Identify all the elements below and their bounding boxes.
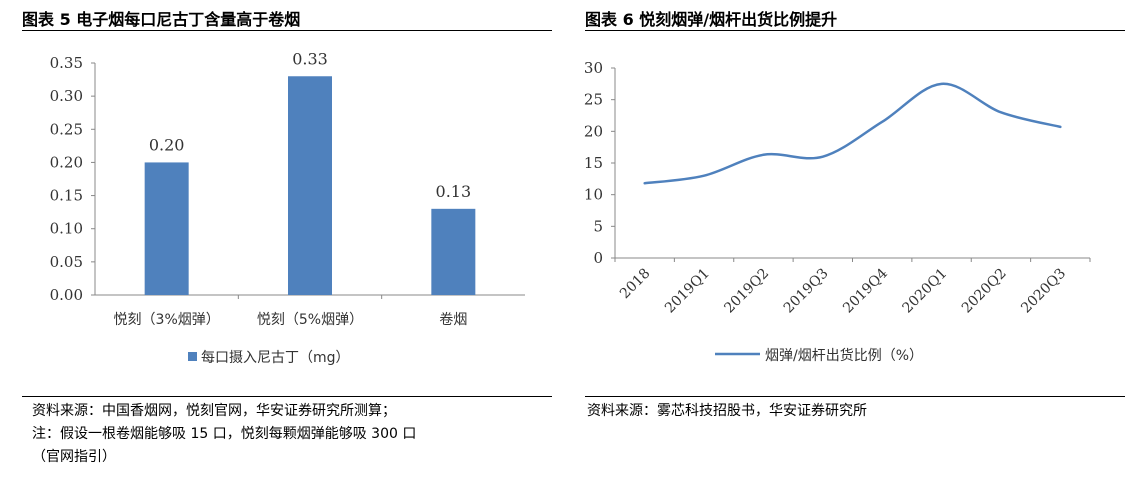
bar <box>431 208 476 295</box>
line-chart: 0 5 10 15 20 25 30 2018 2019Q1 2019Q2 2019Q3 2019Q… <box>584 59 1091 364</box>
bar-data-label: 0.33 <box>292 49 328 68</box>
left-note-line1: 注：假设一根卷烟能够吸 15 口，悦刻每颗烟弹能够吸 300 口 <box>32 426 417 442</box>
bar-legend-label: 每口摄入尼古丁（mg） <box>201 350 350 366</box>
right-panel-title: 图表 6 悦刻烟弹/烟杆出货比例提升 <box>585 10 838 29</box>
bar-chart: 0.00 0.05 0.10 0.15 0.20 0.25 0.30 0.35 0.20 0.3… <box>50 49 525 366</box>
line-x-tick-label: 2020Q2 <box>959 266 1010 317</box>
right-bottom-rule <box>585 396 1125 397</box>
line-x-tick-label: 2020Q1 <box>899 266 950 317</box>
bar-data-label: 0.13 <box>436 182 472 201</box>
left-title-rule <box>22 30 552 31</box>
bar-x-tick-label: 卷烟 <box>439 312 467 328</box>
right-source-text: 资料来源：雾芯科技招股书，华安证券研究所 <box>587 403 867 419</box>
line-x-tick-label: 2018 <box>617 266 654 303</box>
line-series-path <box>643 82 1062 185</box>
bar-legend-swatch <box>188 352 197 361</box>
line-x-tick-label: 2019Q4 <box>840 265 891 316</box>
bar-y-tick-label: 0.10 <box>50 220 83 238</box>
bar-x-tick-label: 悦刻（3%烟弹） <box>114 312 220 328</box>
line-x-tick-label: 2019Q3 <box>781 266 832 317</box>
bar-y-tick-label: 0.25 <box>50 120 83 138</box>
bar-data-label: 0.20 <box>149 135 185 154</box>
line-y-tick-label: 5 <box>593 217 603 235</box>
bar <box>288 76 332 295</box>
line-x-tick-label: 2019Q2 <box>721 266 772 317</box>
left-note-line2: （官网指引） <box>32 449 116 465</box>
line-legend-label: 烟弹/烟杆出货比例（%） <box>765 347 923 364</box>
line-y-tick-label: 15 <box>584 154 603 172</box>
line-x-tick-label: 2019Q1 <box>662 266 713 317</box>
line-x-tick-label: 2020Q3 <box>1018 266 1069 317</box>
line-y-tick-label: 25 <box>584 91 603 109</box>
bar-y-tick-label: 0.05 <box>50 253 83 271</box>
line-y-tick-label: 0 <box>593 249 603 267</box>
bar <box>144 162 189 295</box>
left-bottom-rule <box>22 396 552 397</box>
bar-y-tick-label: 0.20 <box>50 153 83 171</box>
bar-y-tick-label: 0.00 <box>50 286 83 304</box>
bar-y-tick-label: 0.35 <box>50 54 83 72</box>
line-y-tick-label: 10 <box>584 186 603 204</box>
right-title-rule <box>585 30 1125 31</box>
bar-x-tick-label: 悦刻（5%烟弹） <box>257 312 363 328</box>
line-y-tick-label: 20 <box>584 122 603 140</box>
bar-y-tick-label: 0.15 <box>50 187 83 205</box>
line-y-tick-label: 30 <box>584 59 603 77</box>
left-panel-title: 图表 5 电子烟每口尼古丁含量高于卷烟 <box>22 10 301 29</box>
bar-y-tick-label: 0.30 <box>50 87 83 105</box>
left-source-text: 资料来源：中国香烟网，悦刻官网，华安证券研究所测算； <box>32 403 396 419</box>
